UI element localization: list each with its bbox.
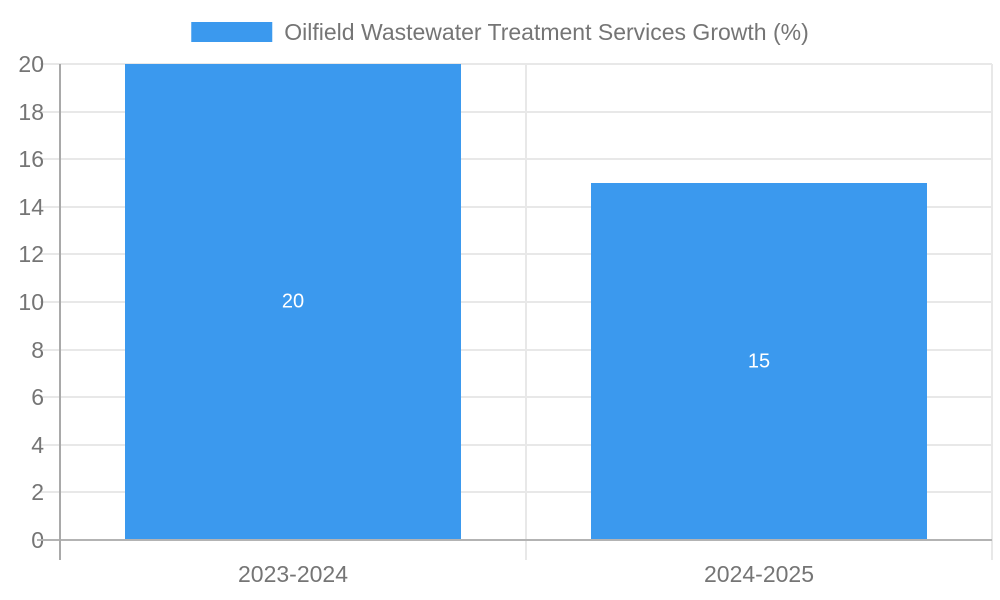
bar xyxy=(125,64,461,540)
legend-label: Oilfield Wastewater Treatment Services G… xyxy=(284,18,809,45)
y-tick-label: 6 xyxy=(31,384,44,411)
y-tick-label: 2 xyxy=(31,479,44,506)
category-boundary-gridline xyxy=(525,64,527,560)
y-gridline xyxy=(40,63,992,65)
y-gridline xyxy=(40,348,992,351)
y-gridline xyxy=(40,205,992,208)
y-tick-label: 8 xyxy=(31,336,44,363)
x-tick-label: 2023-2024 xyxy=(238,561,348,587)
y-tick-label: 12 xyxy=(18,241,44,268)
y-tick-label: 20 xyxy=(18,51,44,77)
bar-value-label: 15 xyxy=(747,350,771,372)
y-axis-line xyxy=(59,64,61,560)
y-gridline xyxy=(40,443,992,446)
y-tick-label: 4 xyxy=(31,431,44,458)
legend-swatch-icon xyxy=(191,22,273,42)
bar xyxy=(591,183,927,540)
y-tick-label: 14 xyxy=(18,193,44,220)
chart-legend: Oilfield Wastewater Treatment Services G… xyxy=(191,12,809,52)
y-tick-label: 10 xyxy=(18,289,44,315)
y-gridline xyxy=(40,396,992,399)
x-axis-baseline xyxy=(37,539,992,541)
y-gridline xyxy=(40,491,992,494)
y-gridline xyxy=(40,158,992,161)
y-gridline xyxy=(40,301,992,303)
category-boundary-gridline xyxy=(991,64,993,560)
y-tick-label: 16 xyxy=(18,146,44,173)
y-tick-label: 18 xyxy=(18,98,44,125)
y-gridline xyxy=(40,110,992,113)
bar-value-label: 20 xyxy=(281,290,305,313)
y-gridline xyxy=(40,253,992,256)
x-tick-label: 2024-2025 xyxy=(704,561,814,587)
